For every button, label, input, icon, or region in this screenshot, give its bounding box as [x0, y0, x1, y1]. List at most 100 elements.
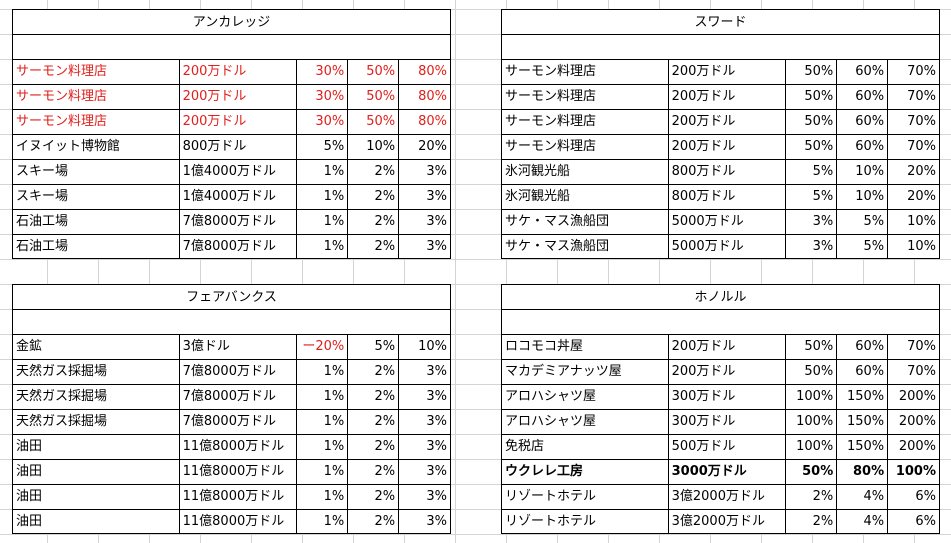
cell-percent-1[interactable]: 100% [786, 385, 838, 409]
blank-row[interactable] [13, 35, 450, 60]
cell-percent-3[interactable]: 20% [907, 164, 937, 179]
cell-name[interactable]: サケ・マス漁船団 [502, 235, 669, 259]
cell-name[interactable]: 免税店 [502, 435, 669, 459]
cell-price[interactable]: 7億8000万ドル [180, 360, 298, 384]
cell-price[interactable]: 3億ドル [180, 335, 298, 359]
cell-name[interactable]: 金鉱 [13, 335, 180, 359]
cell-name[interactable]: サーモン料理店 [13, 85, 180, 109]
cell-price[interactable]: 7億8000万ドル [180, 235, 298, 259]
cell-price[interactable]: 200万ドル [669, 335, 787, 359]
cell-percent-1[interactable]: 100% [786, 410, 838, 434]
cell-percent-3[interactable]: 70% [907, 139, 937, 154]
table-title[interactable]: フェアバンクス [13, 285, 450, 310]
cell-percent-1[interactable]: 1% [297, 235, 349, 259]
cell-percent-3[interactable]: 6% [915, 489, 937, 504]
cell-percent-2[interactable]: 80% [837, 460, 889, 484]
cell-price[interactable]: 200万ドル [669, 360, 787, 384]
cell-percent-3[interactable]: 70% [907, 64, 937, 79]
cell-price[interactable]: 1億4000万ドル [180, 185, 298, 209]
cell-name[interactable]: ウクレレ工房 [502, 460, 669, 484]
cell-percent-2[interactable]: 60% [837, 110, 889, 134]
cell-percent-3[interactable]: 3% [426, 164, 448, 179]
cell-name[interactable]: 氷河観光船 [502, 160, 669, 184]
cell-name[interactable]: アロハシャツ屋 [502, 385, 669, 409]
cell-price[interactable]: 5000万ドル [669, 235, 787, 259]
cell-percent-2[interactable]: 10% [837, 160, 889, 184]
cell-price[interactable]: 200万ドル [669, 85, 787, 109]
table-title[interactable]: スワード [502, 10, 939, 35]
cell-price[interactable]: 3億2000万ドル [669, 510, 787, 534]
cell-price[interactable]: 11億8000万ドル [180, 485, 298, 509]
cell-percent-2[interactable]: 50% [348, 110, 400, 134]
cell-percent-1[interactable]: 50% [786, 110, 838, 134]
cell-percent-2[interactable]: 2% [348, 185, 400, 209]
cell-name[interactable]: スキー場 [13, 185, 180, 209]
cell-name[interactable]: 石油工場 [13, 210, 180, 234]
cell-price[interactable]: 5000万ドル [669, 210, 787, 234]
cell-name[interactable]: 油田 [13, 485, 180, 509]
cell-percent-1[interactable]: 1% [297, 435, 349, 459]
cell-percent-2[interactable]: 2% [348, 435, 400, 459]
cell-percent-2[interactable]: 2% [348, 385, 400, 409]
cell-percent-1[interactable]: 1% [297, 360, 349, 384]
cell-percent-3[interactable]: 100% [895, 464, 937, 479]
cell-percent-1[interactable]: 50% [786, 360, 838, 384]
cell-name[interactable]: サーモン料理店 [502, 135, 669, 159]
cell-percent-1[interactable]: 5% [786, 160, 838, 184]
cell-price[interactable]: 200万ドル [180, 110, 298, 134]
cell-percent-3[interactable]: 10% [907, 214, 937, 229]
cell-percent-1[interactable]: 3% [786, 235, 838, 259]
cell-percent-3[interactable]: 70% [907, 364, 937, 379]
cell-name[interactable]: 油田 [13, 460, 180, 484]
cell-name[interactable]: 石油工場 [13, 235, 180, 259]
cell-percent-2[interactable]: 60% [837, 60, 889, 84]
cell-percent-1[interactable]: 5% [786, 185, 838, 209]
cell-name[interactable]: サーモン料理店 [502, 60, 669, 84]
cell-percent-2[interactable]: 60% [837, 360, 889, 384]
cell-percent-1[interactable]: 1% [297, 210, 349, 234]
cell-price[interactable]: 200万ドル [669, 60, 787, 84]
cell-percent-1[interactable]: 30% [297, 85, 349, 109]
cell-percent-3[interactable]: 70% [907, 89, 937, 104]
cell-percent-3[interactable]: 80% [418, 89, 448, 104]
cell-price[interactable]: 7億8000万ドル [180, 410, 298, 434]
cell-price[interactable]: 300万ドル [669, 385, 787, 409]
cell-price[interactable]: 1億4000万ドル [180, 160, 298, 184]
cell-percent-1[interactable]: 1% [297, 485, 349, 509]
cell-percent-1[interactable]: ー20% [297, 335, 349, 359]
cell-percent-1[interactable]: 1% [297, 410, 349, 434]
cell-price[interactable]: 200万ドル [669, 110, 787, 134]
cell-percent-1[interactable]: 50% [786, 460, 838, 484]
cell-price[interactable]: 11億8000万ドル [180, 510, 298, 534]
cell-price[interactable]: 200万ドル [180, 60, 298, 84]
cell-percent-1[interactable]: 30% [297, 60, 349, 84]
cell-percent-2[interactable]: 2% [348, 210, 400, 234]
cell-name[interactable]: リゾートホテル [502, 510, 669, 534]
cell-percent-2[interactable]: 4% [837, 485, 889, 509]
cell-name[interactable]: スキー場 [13, 160, 180, 184]
cell-percent-1[interactable]: 1% [297, 460, 349, 484]
cell-percent-3[interactable]: 200% [898, 414, 937, 429]
cell-percent-1[interactable]: 1% [297, 160, 349, 184]
cell-percent-2[interactable]: 2% [348, 485, 400, 509]
cell-percent-1[interactable]: 2% [786, 510, 838, 534]
cell-price[interactable]: 7億8000万ドル [180, 385, 298, 409]
cell-percent-3[interactable]: 200% [898, 439, 937, 454]
cell-percent-1[interactable]: 1% [297, 510, 349, 534]
cell-percent-2[interactable]: 2% [348, 410, 400, 434]
cell-percent-1[interactable]: 1% [297, 385, 349, 409]
cell-percent-2[interactable]: 60% [837, 85, 889, 109]
cell-percent-3[interactable]: 3% [426, 464, 448, 479]
cell-percent-3[interactable]: 80% [418, 114, 448, 129]
blank-row[interactable] [13, 310, 450, 335]
cell-percent-3[interactable]: 20% [418, 139, 448, 154]
cell-percent-2[interactable]: 60% [837, 335, 889, 359]
cell-percent-2[interactable]: 5% [837, 210, 889, 234]
cell-percent-2[interactable]: 5% [348, 335, 400, 359]
blank-row[interactable] [502, 310, 939, 335]
cell-name[interactable]: サーモン料理店 [13, 60, 180, 84]
cell-percent-3[interactable]: 3% [426, 214, 448, 229]
cell-percent-1[interactable]: 100% [786, 435, 838, 459]
cell-percent-1[interactable]: 2% [786, 485, 838, 509]
cell-percent-1[interactable]: 50% [786, 135, 838, 159]
